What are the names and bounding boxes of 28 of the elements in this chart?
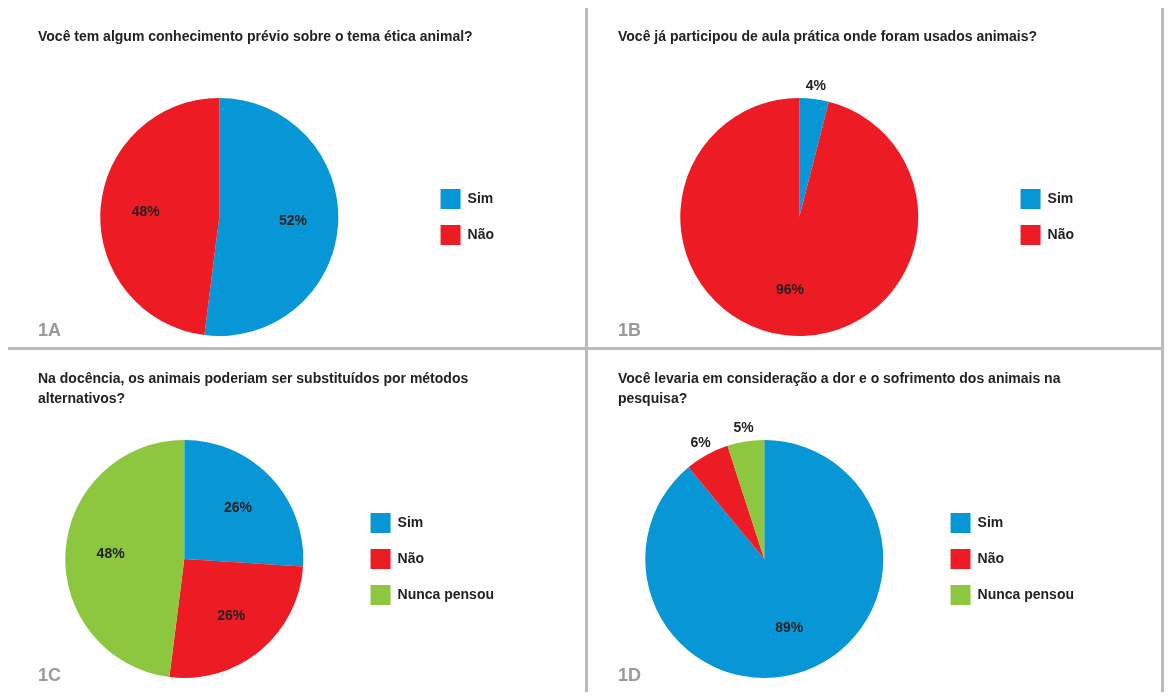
data-label: 48%: [96, 545, 126, 562]
chart-title: Você tem algum conhecimento prévio sobre o tema ética animal?: [38, 27, 474, 46]
text: 1D: [618, 665, 642, 686]
text: 1B: [618, 320, 642, 341]
data-label: 4%: [805, 76, 827, 93]
legend-label: Não: [397, 549, 424, 566]
chart-title: Você levaria em consideração a dor e o sofrimento dos animais na pesquisa?: [618, 369, 1062, 408]
legend-label: Sim: [397, 513, 424, 530]
data-label: 5%: [733, 419, 755, 436]
data-label: 52%: [278, 212, 308, 229]
text: 1A: [38, 320, 62, 341]
legend-label: Não: [977, 549, 1004, 566]
legend-label: Sim: [977, 513, 1004, 530]
chart-title: Na docência, os animais poderiam ser substituídos por métodos alternativos?: [38, 369, 470, 408]
chart-title: Você já participou de aula prática onde foram usados animais?: [618, 27, 1039, 46]
data-label: 6%: [690, 434, 712, 451]
legend-label: Nunca pensou: [977, 585, 1075, 602]
legend-label: Não: [467, 225, 494, 242]
data-label: 89%: [775, 619, 804, 636]
legend-label: Nunca pensou: [397, 585, 495, 602]
data-label: 96%: [776, 281, 805, 298]
legend-label: Sim: [467, 189, 494, 206]
legend-label: Não: [1047, 225, 1074, 242]
data-label: 26%: [224, 499, 253, 516]
text: 1C: [38, 665, 62, 686]
legend-label: Sim: [1047, 189, 1074, 206]
data-label: 48%: [131, 203, 161, 220]
data-label: 26%: [217, 606, 246, 623]
